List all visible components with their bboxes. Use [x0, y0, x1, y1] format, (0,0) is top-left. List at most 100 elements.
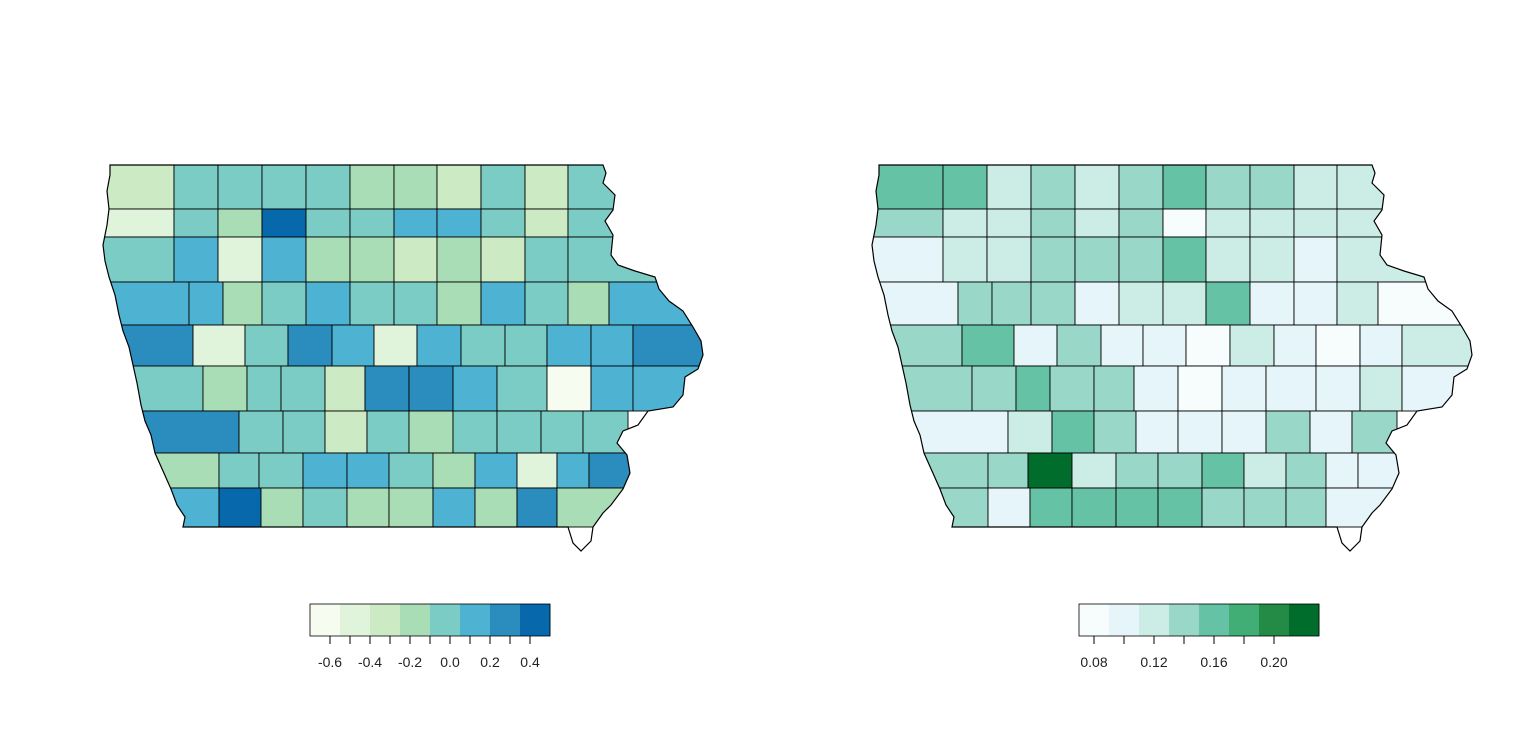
county-cell — [1205, 208, 1251, 238]
county-cell — [1205, 281, 1251, 326]
county-cell — [474, 452, 518, 489]
county-cell — [460, 324, 506, 367]
county-cell — [349, 208, 395, 238]
county-cell — [1115, 452, 1159, 489]
legend-swatch — [520, 604, 551, 636]
county-cell — [346, 487, 390, 528]
county-cell — [1293, 236, 1338, 283]
county-cell — [540, 410, 584, 454]
county-cell — [1273, 324, 1317, 367]
legend-swatch — [1079, 604, 1110, 636]
county-cell — [942, 208, 988, 238]
county-cell — [524, 281, 569, 326]
county-cell — [1243, 452, 1287, 489]
legend-swatch — [370, 604, 401, 636]
county-cell — [324, 365, 366, 412]
county-cell — [364, 365, 410, 412]
county-cell — [103, 236, 175, 283]
legend-tick-label: -0.4 — [358, 654, 382, 670]
legend-swatch — [460, 604, 491, 636]
county-cell — [1336, 208, 1472, 238]
county-cell — [942, 236, 988, 283]
county-cell — [324, 410, 368, 454]
county-cell — [504, 324, 548, 367]
county-cell — [1118, 208, 1164, 238]
county-cell — [1401, 324, 1472, 367]
county-cell — [218, 452, 260, 489]
county-cell — [1074, 165, 1120, 210]
county-cell — [1030, 208, 1076, 238]
county-cell — [1309, 410, 1353, 454]
county-cell — [1118, 165, 1164, 210]
county-cell — [1293, 165, 1338, 210]
county-cell — [1205, 165, 1251, 210]
county-cell — [546, 365, 592, 412]
county-cell — [986, 236, 1032, 283]
legend-swatch — [1109, 604, 1140, 636]
county-cell — [872, 165, 944, 210]
county-cell — [1074, 236, 1120, 283]
county-cell — [436, 236, 482, 283]
county-cell — [1357, 452, 1472, 489]
legend-swatch — [430, 604, 461, 636]
county-cell — [524, 208, 569, 238]
county-cell — [1401, 365, 1472, 412]
county-cell — [1325, 487, 1472, 528]
county-cell — [524, 165, 569, 210]
right-choropleth-map — [871, 164, 1473, 552]
county-cell — [432, 452, 476, 489]
county-cell — [1285, 452, 1327, 489]
county-cell — [1074, 281, 1120, 326]
county-cell — [1162, 236, 1207, 283]
county-cell — [388, 487, 434, 528]
state-outline — [871, 164, 1473, 552]
county-cell — [546, 324, 592, 367]
county-cell — [1115, 487, 1159, 528]
county-cell — [1285, 487, 1327, 528]
county-cell — [1336, 165, 1472, 210]
county-cell — [373, 324, 418, 367]
county-cell — [632, 324, 703, 367]
legend-swatch — [340, 604, 371, 636]
county-cell — [496, 410, 542, 454]
county-cell — [1030, 165, 1076, 210]
county-cell — [436, 281, 482, 326]
county-cell — [1229, 324, 1275, 367]
county-cell — [872, 281, 959, 326]
county-cell — [872, 452, 989, 489]
county-cell — [280, 365, 326, 412]
county-cell — [1051, 410, 1095, 454]
county-cell — [103, 452, 220, 489]
county-cell — [1201, 487, 1245, 528]
county-cell — [590, 324, 634, 367]
legend-tick-label: 0.12 — [1140, 654, 1167, 670]
legend-tick-label: 0.08 — [1080, 654, 1107, 670]
county-cell — [261, 281, 307, 326]
county-cell — [408, 365, 454, 412]
county-cell — [103, 324, 194, 367]
legend-tick-label: 0.2 — [480, 654, 500, 670]
county-cell — [192, 324, 246, 367]
county-cell — [1030, 281, 1076, 326]
county-cell — [1027, 452, 1073, 489]
legend-border — [1078, 603, 1320, 637]
legend-tick-label: 0.0 — [440, 654, 460, 670]
legend-swatch — [1139, 604, 1170, 636]
county-cell — [1249, 236, 1295, 283]
county-cell — [1205, 236, 1251, 283]
county-cell — [872, 410, 1009, 454]
county-cell — [991, 281, 1032, 326]
county-cell — [393, 208, 438, 238]
county-cell — [188, 281, 224, 326]
county-cell — [1029, 487, 1073, 528]
legend-tick-label: -0.2 — [398, 654, 422, 670]
county-cell — [388, 452, 434, 489]
county-cell — [1221, 410, 1267, 454]
county-cell — [1201, 452, 1245, 489]
county-cell — [1249, 208, 1295, 238]
legend-swatch — [1289, 604, 1320, 636]
county-cell — [1162, 281, 1207, 326]
county-cell — [103, 365, 204, 412]
county-cell — [1071, 452, 1117, 489]
